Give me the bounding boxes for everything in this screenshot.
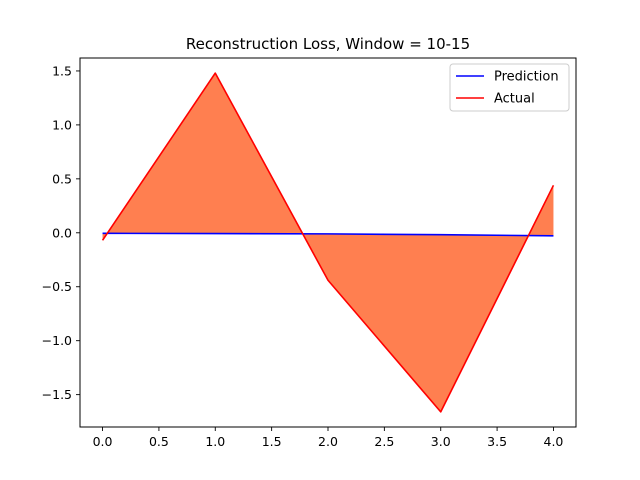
x-tick-label: 3.5 bbox=[487, 434, 507, 449]
y-tick-label: 0.0 bbox=[52, 225, 72, 240]
y-tick-label: 1.0 bbox=[52, 117, 72, 132]
legend-label-prediction: Prediction bbox=[494, 70, 559, 85]
fill-between-area bbox=[102, 73, 554, 412]
x-tick-label: 1.5 bbox=[262, 434, 282, 449]
series-line-prediction bbox=[102, 232, 554, 237]
x-tick-label: 1.0 bbox=[205, 434, 225, 449]
legend: Prediction Actual bbox=[449, 63, 570, 112]
series-line-actual bbox=[101, 72, 555, 413]
y-tick-label: −1.5 bbox=[42, 387, 72, 402]
y-tick-label: −1.0 bbox=[42, 333, 72, 348]
x-tick-label: 0.0 bbox=[93, 434, 113, 449]
series-lines bbox=[101, 72, 555, 413]
x-tick-label: 0.5 bbox=[149, 434, 169, 449]
x-tick-label: 2.5 bbox=[374, 434, 394, 449]
y-tick-label: −0.5 bbox=[42, 279, 72, 294]
x-tick-label: 4.0 bbox=[544, 434, 564, 449]
y-axis: −1.5 −1.0 −0.5 0.0 0.5 1.0 1.5 bbox=[42, 63, 80, 402]
x-tick-label: 2.0 bbox=[318, 434, 338, 449]
legend-label-actual: Actual bbox=[494, 92, 535, 107]
y-tick-label: 1.5 bbox=[52, 63, 72, 78]
chart-title: Reconstruction Loss, Window = 10-15 bbox=[186, 35, 470, 53]
x-tick-label: 3.0 bbox=[431, 434, 451, 449]
fill-between-region bbox=[102, 73, 554, 412]
x-axis: 0.0 0.5 1.0 1.5 2.0 2.5 3.0 3.5 4.0 bbox=[93, 427, 564, 449]
y-tick-label: 0.5 bbox=[52, 171, 72, 186]
